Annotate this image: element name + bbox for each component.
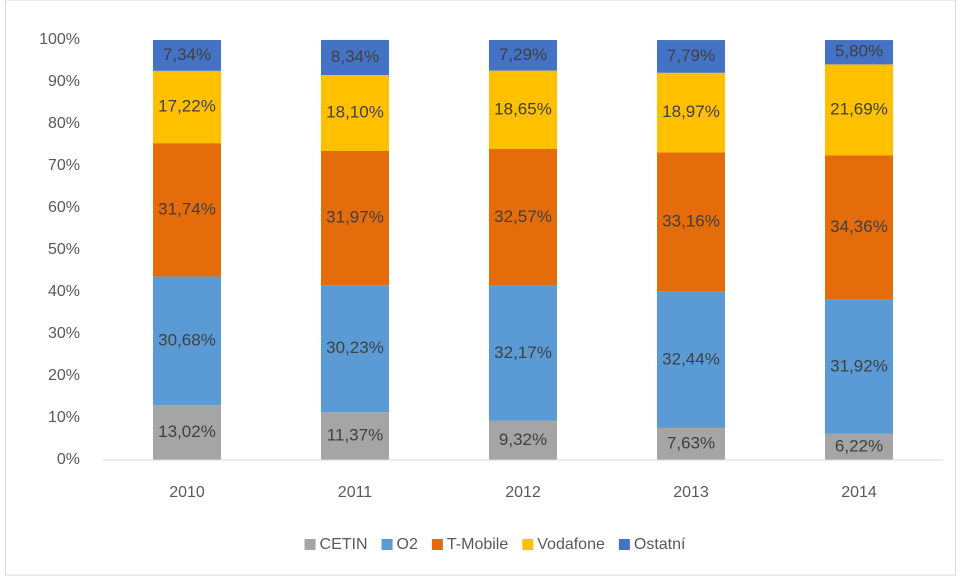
data-label: 33,16% <box>662 212 720 231</box>
bar-segment <box>321 74 389 152</box>
data-label: 32,44% <box>662 349 720 368</box>
legend-swatch <box>304 539 316 550</box>
data-label: 7,63% <box>667 433 715 452</box>
y-tick-label: 20% <box>48 367 80 384</box>
legend-swatch <box>522 539 534 550</box>
legend-label: CETIN <box>320 536 368 553</box>
legend-swatch <box>381 539 393 550</box>
bar-segment <box>321 285 389 413</box>
bar-segment <box>657 40 725 73</box>
data-label: 30,68% <box>158 330 216 349</box>
legend-swatch <box>431 539 443 550</box>
legend-label: O2 <box>397 536 418 553</box>
y-tick-label: 70% <box>48 157 80 174</box>
x-tick-label: 2013 <box>673 484 709 501</box>
data-label: 31,92% <box>830 356 888 375</box>
bar-segment <box>825 433 893 460</box>
data-label: 31,74% <box>158 199 216 218</box>
data-label: 32,17% <box>494 343 552 362</box>
bar-segment <box>153 40 221 71</box>
data-label: 21,69% <box>830 99 888 118</box>
data-label: 7,34% <box>163 45 211 64</box>
data-label: 8,34% <box>331 47 379 66</box>
y-tick-label: 10% <box>48 409 80 426</box>
bar-segment <box>489 285 557 421</box>
bar-segment <box>321 151 389 286</box>
bar-segment <box>321 39 389 75</box>
data-label: 7,29% <box>499 45 547 64</box>
bar-segment <box>825 155 893 300</box>
x-tick-label: 2010 <box>169 484 205 501</box>
chart-border <box>5 0 956 576</box>
bar-segment <box>321 412 389 460</box>
bar-segment <box>153 143 221 277</box>
bar-segment <box>657 72 725 153</box>
y-tick-label: 60% <box>48 199 80 216</box>
bar-segment <box>489 148 557 286</box>
bar-segment <box>489 40 557 71</box>
x-tick-label: 2014 <box>841 484 877 501</box>
y-tick-label: 0% <box>57 451 80 468</box>
bar-segment <box>825 40 893 65</box>
bar-segment <box>657 427 725 460</box>
data-label: 18,10% <box>326 102 384 121</box>
bar-segment <box>825 299 893 434</box>
y-tick-label: 90% <box>48 73 80 90</box>
legend-swatch <box>618 539 630 550</box>
bar-segment <box>153 405 221 460</box>
y-tick-label: 40% <box>48 283 80 300</box>
data-label: 9,32% <box>499 430 547 449</box>
data-label: 34,36% <box>830 217 888 236</box>
bar-segment <box>153 276 221 406</box>
data-label: 18,97% <box>662 102 720 121</box>
bar-segment <box>489 70 557 149</box>
data-label: 11,37% <box>327 426 383 445</box>
data-label: 18,65% <box>494 99 552 118</box>
data-label: 32,57% <box>494 207 552 226</box>
bar-segment <box>153 70 221 144</box>
data-label: 30,23% <box>326 338 384 357</box>
y-tick-label: 30% <box>48 325 80 342</box>
data-label: 31,97% <box>326 208 384 227</box>
data-label: 13,02% <box>158 422 216 441</box>
x-tick-label: 2012 <box>505 484 541 501</box>
bar-segment <box>489 420 557 460</box>
data-label: 6,22% <box>835 436 883 455</box>
bar-segment <box>657 291 725 428</box>
data-label: 7,79% <box>667 46 715 65</box>
legend-label: Vodafone <box>537 536 605 553</box>
legend-label: Ostatní <box>634 536 686 553</box>
bar-segment <box>657 152 725 292</box>
x-tick-label: 2011 <box>338 484 373 501</box>
data-label: 5,80% <box>835 42 883 61</box>
legend-label: T-Mobile <box>447 536 508 553</box>
y-tick-label: 50% <box>48 241 80 258</box>
y-tick-label: 100% <box>39 31 80 48</box>
data-label: 17,22% <box>158 96 216 115</box>
bar-segment <box>825 64 893 156</box>
y-tick-label: 80% <box>48 115 80 132</box>
